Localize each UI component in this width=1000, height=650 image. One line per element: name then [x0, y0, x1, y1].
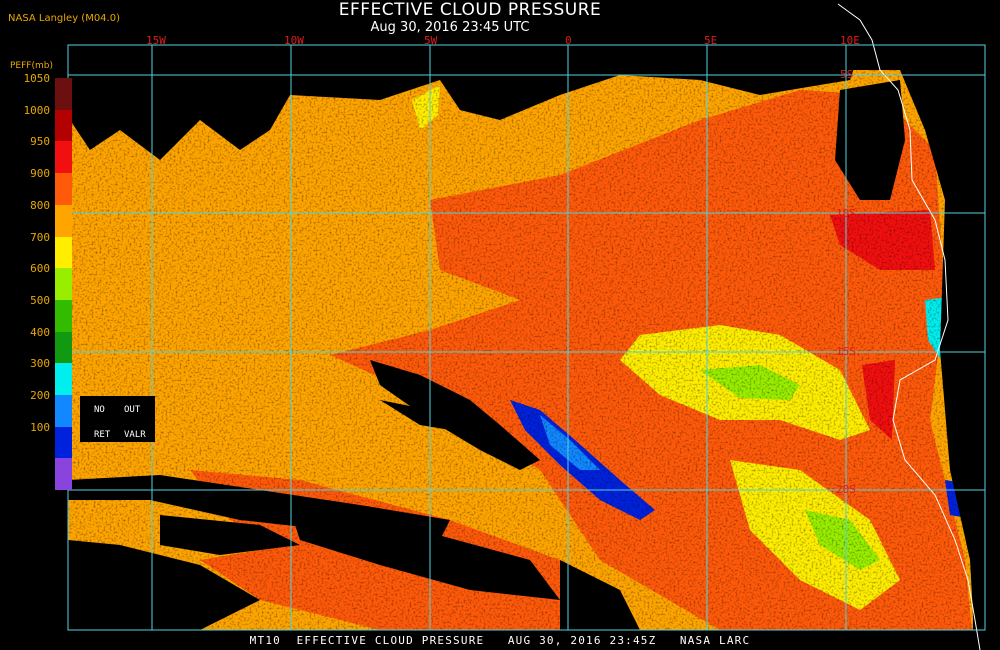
legend-swatch: [55, 268, 72, 301]
legend-swatch: [55, 141, 72, 174]
legend-note-ret: RET: [94, 430, 111, 440]
footer-caption: MT10 EFFECTIVE CLOUD PRESSURE AUG 30, 20…: [249, 634, 751, 647]
latitude-label: 10S: [836, 207, 856, 220]
longitude-label: 10W: [284, 34, 304, 47]
longitude-label: 15W: [146, 34, 166, 47]
longitude-label: 10E: [840, 34, 860, 47]
legend-title: PEFF(mb): [10, 61, 53, 71]
latitude-label: 15S: [836, 345, 856, 358]
legend-swatch: [55, 299, 72, 332]
legend-value-label: 200: [30, 389, 50, 402]
latitude-label: 5S: [840, 68, 854, 81]
legend-note-out: OUT: [124, 405, 141, 415]
legend-value-label: 900: [30, 167, 50, 181]
legend-notes-panel: [80, 396, 155, 442]
legend-note-valr: VALR: [124, 430, 146, 440]
legend-value-label: 800: [30, 198, 50, 212]
legend-value-label: 1050: [23, 72, 51, 85]
map-timestamp: Aug 30, 2016 23:45 UTC: [370, 20, 530, 35]
legend-swatch: [55, 363, 72, 396]
legend-value-label: 700: [30, 230, 50, 244]
latitude-label: 20S: [836, 483, 856, 496]
legend-swatch: [55, 109, 72, 142]
legend-value-label: 100: [30, 420, 50, 434]
legend-swatch: [55, 236, 72, 269]
coastline: [837, 3, 981, 650]
legend-swatch: [55, 395, 72, 427]
longitude-label: 0: [565, 34, 572, 47]
legend-value-label: 1000: [23, 103, 51, 117]
longitude-label: 5W: [424, 34, 438, 47]
legend-swatch: [55, 458, 72, 491]
legend-value-label: 950: [30, 135, 50, 149]
graticule: [67, 44, 986, 631]
legend-swatch: [55, 173, 72, 206]
legend-value-label: 300: [30, 357, 50, 371]
legend-swatch: [55, 331, 72, 364]
legend-value-label: 500: [30, 293, 50, 307]
legend-note-no: NO: [94, 405, 105, 415]
legend-value-label: 600: [30, 262, 50, 276]
map-title: EFFECTIVE CLOUD PRESSURE: [338, 0, 602, 20]
legend-swatch: [55, 204, 72, 237]
legend-swatch: [55, 78, 72, 110]
legend-swatch: [55, 426, 72, 459]
credit-label: NASA Langley (M04.0): [8, 13, 120, 24]
cloud-texture: [68, 70, 973, 630]
legend-value-label: 400: [30, 325, 50, 339]
longitude-label: 5E: [704, 34, 718, 47]
